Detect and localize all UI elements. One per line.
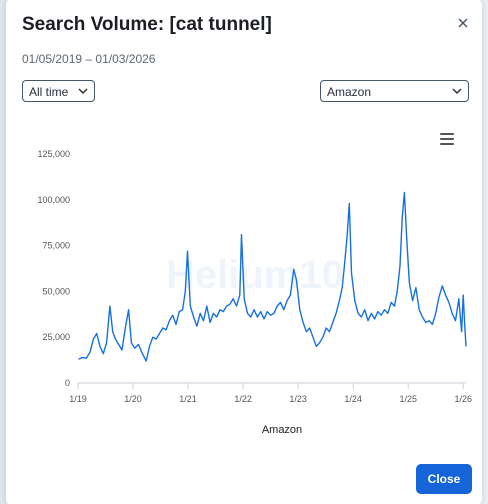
x-tick-label: 1/23 <box>289 394 307 404</box>
background-edge <box>0 0 6 504</box>
chevron-down-icon <box>452 88 462 95</box>
y-tick-label: 125,000 <box>37 149 70 159</box>
time-range-select[interactable]: All time <box>22 80 95 102</box>
y-tick-label: 100,000 <box>37 195 70 205</box>
search-volume-chart: Helium10 0 25,000 50,000 75,000 100,000 125,00… <box>16 128 472 444</box>
search-volume-modal: Search Volume: [cat tunnel] 01/05/2019 –… <box>6 0 482 504</box>
x-axis-title: Amazon <box>262 424 302 436</box>
y-tick-label: 75,000 <box>42 241 70 251</box>
modal-title: Search Volume: [cat tunnel] <box>22 14 272 35</box>
x-tick-label: 1/25 <box>399 394 417 404</box>
time-range-value: All time <box>29 85 69 99</box>
x-tick-label: 1/26 <box>454 394 472 404</box>
x-tick-label: 1/22 <box>234 394 252 404</box>
watermark-text: Helium10 <box>166 253 344 297</box>
close-icon[interactable] <box>456 16 470 30</box>
marketplace-select[interactable]: Amazon <box>320 80 469 102</box>
y-tick-label: 0 <box>65 378 70 388</box>
y-tick-label: 25,000 <box>42 332 70 342</box>
chart-canvas: Helium10 0 25,000 50,000 75,000 100,000 125,00… <box>37 149 472 436</box>
chart-menu-icon[interactable] <box>440 133 454 145</box>
marketplace-value: Amazon <box>327 85 372 99</box>
chevron-down-icon <box>78 88 88 95</box>
x-tick-label: 1/20 <box>124 394 142 404</box>
series-line <box>78 191 467 362</box>
x-tick-label: 1/24 <box>344 394 362 404</box>
date-range: 01/05/2019 – 01/03/2026 <box>22 52 156 66</box>
close-button[interactable]: Close <box>416 464 472 494</box>
y-tick-label: 50,000 <box>42 286 70 296</box>
x-tick-label: 1/21 <box>179 394 197 404</box>
x-tick-label: 1/19 <box>69 394 87 404</box>
